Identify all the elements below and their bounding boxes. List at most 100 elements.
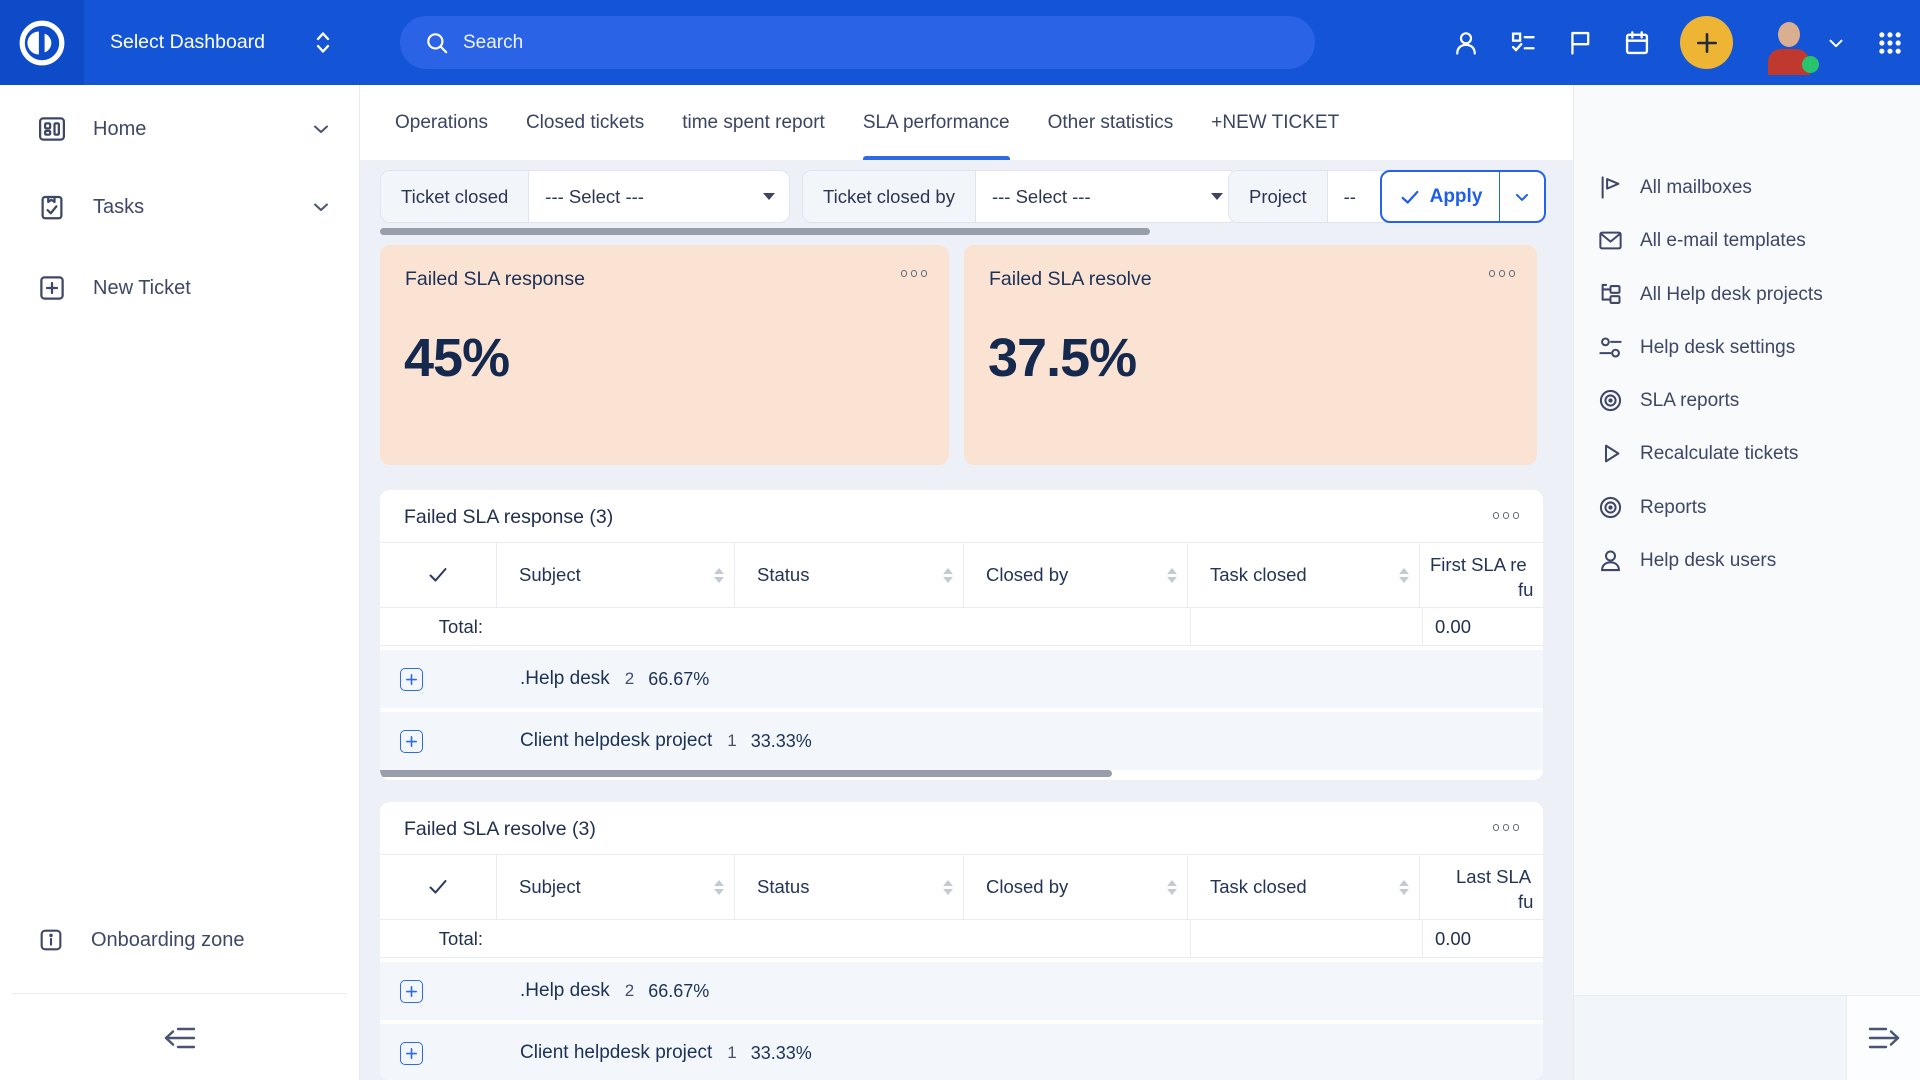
select-all-column[interactable]: [380, 855, 497, 919]
group-count: 1: [727, 1043, 737, 1062]
filter-ticket-closed-select[interactable]: --- Select ---: [529, 171, 789, 222]
calendar-icon[interactable]: [1623, 29, 1651, 57]
group-name: .Help desk: [520, 980, 610, 1001]
table-row[interactable]: .Help desk 2 66.67%: [380, 650, 1543, 708]
dashboard-selector[interactable]: Select Dashboard: [110, 0, 335, 85]
right-item-help-desk-users[interactable]: Help desk users: [1597, 534, 1912, 587]
expand-panel-button[interactable]: [1846, 995, 1920, 1080]
expand-row-button[interactable]: [400, 667, 423, 691]
select-all-column[interactable]: [380, 543, 497, 607]
create-new-button[interactable]: [1680, 16, 1733, 69]
table-title: Failed SLA resolve (3): [404, 818, 596, 840]
group-count: 1: [727, 731, 737, 750]
right-item-sla-reports[interactable]: SLA reports: [1597, 374, 1912, 427]
online-status-dot: [1802, 55, 1819, 73]
right-item-all-email-templates[interactable]: All e-mail templates: [1597, 214, 1912, 267]
search-placeholder: Search: [463, 31, 524, 53]
sidebar-item-tasks[interactable]: Tasks: [37, 183, 333, 231]
filter-project-select[interactable]: --: [1343, 185, 1356, 207]
tab-new-ticket[interactable]: +NEW TICKET: [1211, 111, 1340, 133]
sidebar-item-new-ticket[interactable]: New Ticket: [37, 264, 333, 312]
column-header-first-sla[interactable]: First SLA re fu: [1430, 554, 1534, 600]
table-row[interactable]: Client helpdesk project 1 33.33%: [380, 1024, 1543, 1080]
play-icon: [1597, 440, 1624, 467]
card-menu-button[interactable]: [900, 270, 927, 277]
group-percent: 66.67%: [648, 668, 710, 689]
check-icon: [1399, 186, 1421, 208]
search-input[interactable]: Search: [400, 16, 1315, 69]
collapse-sidebar-button[interactable]: [158, 1019, 202, 1057]
tab-time-spent-report[interactable]: time spent report: [682, 111, 825, 133]
filter-ticket-closed-by: Ticket closed by --- Select ---: [802, 170, 1238, 223]
group-percent: 33.33%: [750, 730, 812, 751]
expand-row-button[interactable]: [400, 729, 423, 753]
column-header-status[interactable]: Status: [735, 543, 964, 607]
table-header-row: Subject Status Closed by Task closed Fir…: [380, 542, 1543, 608]
sort-icon: [943, 567, 953, 583]
top-bar: Select Dashboard Search: [0, 0, 1920, 85]
column-header-status[interactable]: Status: [735, 855, 964, 919]
logo-icon: [17, 18, 67, 68]
tab-closed-tickets[interactable]: Closed tickets: [525, 111, 645, 133]
column-header-subject[interactable]: Subject: [497, 855, 735, 919]
caret-down-icon: [1211, 193, 1223, 200]
total-label: Total:: [438, 927, 483, 949]
chevron-down-icon: [1512, 187, 1532, 207]
right-item-label: Help desk users: [1640, 549, 1777, 571]
expand-row-button[interactable]: [400, 1041, 423, 1065]
tab-operations[interactable]: Operations: [395, 111, 488, 133]
sort-icon: [714, 567, 724, 583]
sidebar-item-home[interactable]: Home: [37, 105, 333, 153]
card-menu-button[interactable]: [1488, 270, 1515, 277]
user-profile-icon[interactable]: [1452, 29, 1480, 57]
group-name: Client helpdesk project: [520, 730, 713, 751]
column-header-task-closed[interactable]: Task closed: [1188, 543, 1420, 607]
total-label: Total:: [438, 615, 483, 637]
sidebar-item-onboarding-zone[interactable]: Onboarding zone: [37, 916, 333, 964]
table-horizontal-scrollbar[interactable]: [380, 770, 1112, 777]
target-icon: [1597, 387, 1624, 414]
filters-horizontal-scrollbar[interactable]: [380, 228, 1150, 235]
flag-icon[interactable]: [1566, 29, 1594, 57]
sliders-icon: [1597, 334, 1624, 361]
filter-ticket-closed-by-select[interactable]: --- Select ---: [976, 171, 1237, 222]
column-header-closed-by[interactable]: Closed by: [964, 543, 1188, 607]
tab-sla-performance[interactable]: SLA performance: [862, 85, 1010, 160]
apply-button[interactable]: Apply: [1382, 172, 1500, 221]
table-menu-button[interactable]: [1492, 824, 1519, 831]
caret-down-icon: [763, 193, 775, 200]
column-header-task-closed[interactable]: Task closed: [1188, 855, 1420, 919]
tab-other-statistics[interactable]: Other statistics: [1047, 111, 1174, 133]
envelope-icon: [1597, 227, 1624, 254]
right-item-all-help-desk-projects[interactable]: All Help desk projects: [1597, 268, 1912, 321]
group-percent: 33.33%: [750, 1042, 812, 1063]
table-row[interactable]: .Help desk 2 66.67%: [380, 962, 1543, 1020]
right-item-help-desk-settings[interactable]: Help desk settings: [1597, 321, 1912, 374]
expand-row-button[interactable]: [400, 979, 423, 1003]
column-header-subject[interactable]: Subject: [497, 543, 735, 607]
table-row[interactable]: Client helpdesk project 1 33.33%: [380, 712, 1543, 770]
hierarchy-icon: [1597, 281, 1624, 308]
chevron-down-icon: [309, 117, 333, 141]
sort-icon: [714, 879, 724, 895]
table-failed-sla-response: Failed SLA response (3) Subject Status C…: [380, 490, 1543, 780]
apply-options-button[interactable]: [1500, 172, 1544, 221]
checklist-icon[interactable]: [1509, 29, 1537, 57]
right-item-reports[interactable]: Reports: [1597, 481, 1912, 534]
right-item-all-mailboxes[interactable]: All mailboxes: [1597, 161, 1912, 214]
sidebar-divider: [12, 993, 347, 994]
column-header-closed-by[interactable]: Closed by: [964, 855, 1188, 919]
table-rows: .Help desk 2 66.67% Client helpdesk proj…: [380, 962, 1543, 1080]
table-menu-button[interactable]: [1492, 512, 1519, 519]
sidebar-item-label: Home: [93, 117, 147, 140]
app-grid-icon[interactable]: [1876, 29, 1904, 57]
right-item-recalculate-tickets[interactable]: Recalculate tickets: [1597, 427, 1912, 480]
mailbox-flag-icon: [1597, 174, 1624, 201]
column-header-last-sla[interactable]: Last SLA fu: [1456, 866, 1534, 912]
user-account-menu[interactable]: [1762, 16, 1847, 73]
check-icon: [426, 875, 450, 899]
app-logo[interactable]: [0, 0, 84, 85]
right-item-label: All mailboxes: [1640, 176, 1752, 198]
left-sidebar: Home Tasks N: [0, 85, 360, 1080]
table-failed-sla-resolve: Failed SLA resolve (3) Subject Status Cl…: [380, 802, 1543, 1080]
